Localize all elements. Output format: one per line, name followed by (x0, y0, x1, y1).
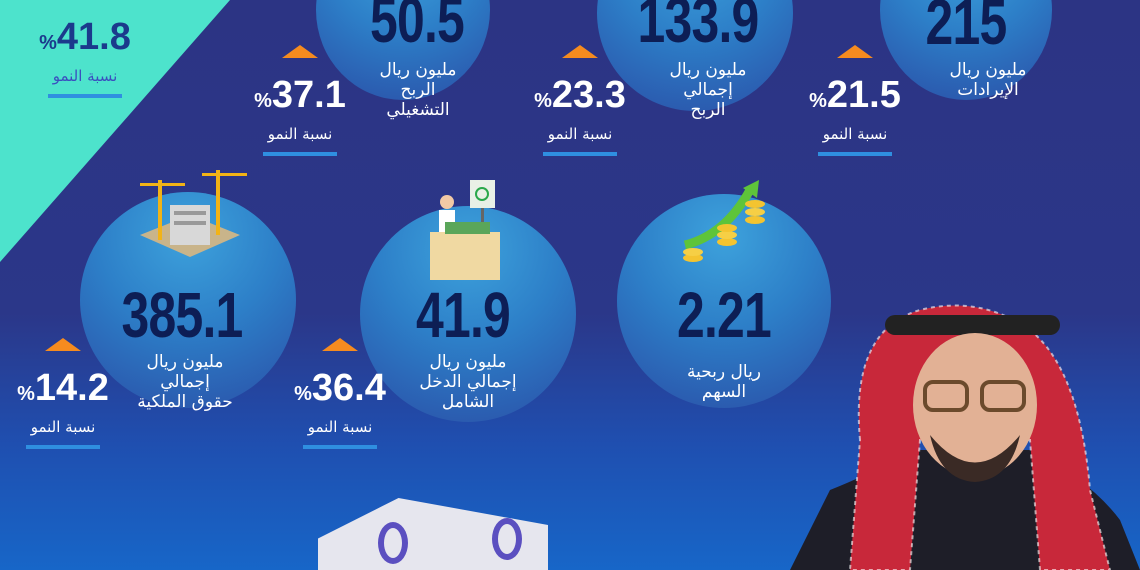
operating-profit-value: 50.5 (369, 0, 465, 56)
percent-sign: % (254, 90, 272, 112)
underline (48, 94, 122, 98)
growth-label: نسبة النمو (547, 125, 613, 143)
growth-value: %36.4 (285, 369, 395, 413)
growth-equity: %14.2 نسبة النمو (8, 338, 118, 449)
unit-line: الربح (400, 80, 436, 100)
growth-value: %14.2 (8, 369, 118, 413)
unit-line: إجمالي (160, 372, 210, 392)
unit-line: حقوق الملكية (137, 392, 233, 412)
growth-operating-profit: %37.1 نسبة النمو (245, 45, 355, 156)
rising-coins-icon (683, 180, 765, 262)
gross-profit-value: 133.9 (637, 0, 759, 56)
growth-label: نسبة النمو (307, 418, 373, 436)
equity-unit: مليون ريال إجمالي حقوق الملكية (85, 352, 285, 412)
growth-gross-profit: %23.3 نسبة النمو (525, 45, 635, 156)
unit-line: السهم (701, 382, 747, 402)
market-stall-icon (430, 180, 500, 280)
underline (263, 152, 337, 156)
revenue-value: 215 (925, 0, 1008, 58)
growth-number: 14.2 (34, 367, 109, 409)
up-triangle-icon (837, 45, 873, 58)
up-triangle-icon (322, 338, 358, 351)
unit-line: مليون ريال (949, 60, 1027, 80)
growth-label: نسبة النمو (52, 67, 118, 85)
underline (303, 445, 377, 449)
growth-comprehensive-income: %36.4 نسبة النمو (285, 338, 395, 449)
underline (818, 152, 892, 156)
up-triangle-icon (562, 45, 598, 58)
growth-label: نسبة النمو (267, 125, 333, 143)
growth-number: 36.4 (311, 367, 386, 409)
construction-crane-icon (140, 170, 247, 257)
percent-sign: % (534, 90, 552, 112)
percent-sign: % (294, 383, 312, 405)
up-triangle-icon (282, 45, 318, 58)
growth-label: نسبة النمو (822, 125, 888, 143)
unit-line: إجمالي الدخل (419, 372, 517, 392)
gross-profit-unit: مليون ريال إجمالي الربح (608, 60, 808, 120)
unit-line: مليون ريال (146, 352, 224, 372)
growth-number: 21.5 (826, 74, 901, 116)
growth-value: %41.8 (30, 18, 140, 62)
revenue-unit: مليون ريال الإيرادات (888, 60, 1088, 100)
growth-label: نسبة النمو (30, 418, 96, 436)
unit-line: مليون ريال (379, 60, 457, 80)
growth-revenue: %21.5 نسبة النمو (800, 45, 910, 156)
unit-line: إجمالي (683, 80, 733, 100)
growth-value: %23.3 (525, 76, 635, 120)
percent-sign: % (17, 383, 35, 405)
growth-number: 37.1 (271, 74, 346, 116)
unit-line: ريال ربحية (686, 362, 762, 382)
up-triangle-icon (45, 338, 81, 351)
growth-number: 23.3 (551, 74, 626, 116)
percent-sign: % (809, 90, 827, 112)
comprehensive-income-value: 41.9 (415, 279, 511, 351)
company-logo-icon (492, 518, 522, 560)
unit-line: الإيرادات (957, 80, 1019, 100)
eps-unit: ريال ربحية السهم (624, 362, 824, 402)
executive-portrait (790, 304, 1140, 570)
growth-net-profit: %41.8 نسبة النمو (30, 0, 140, 98)
underline (543, 152, 617, 156)
equity-value: 385.1 (121, 279, 243, 351)
unit-line: مليون ريال (669, 60, 747, 80)
unit-line: التشغيلي (386, 100, 450, 120)
company-logo-icon (378, 522, 408, 564)
unit-line: الشامل (441, 392, 495, 412)
underline (26, 445, 100, 449)
growth-value: %21.5 (800, 76, 910, 120)
comprehensive-income-unit: مليون ريال إجمالي الدخل الشامل (368, 352, 568, 412)
unit-line: مليون ريال (429, 352, 507, 372)
eps-value: 2.21 (676, 279, 772, 351)
growth-value: %37.1 (245, 76, 355, 120)
percent-sign: % (39, 32, 57, 54)
growth-number: 41.8 (56, 16, 131, 58)
unit-line: الربح (690, 100, 726, 120)
operating-profit-unit: مليون ريال الربح التشغيلي (318, 60, 518, 120)
